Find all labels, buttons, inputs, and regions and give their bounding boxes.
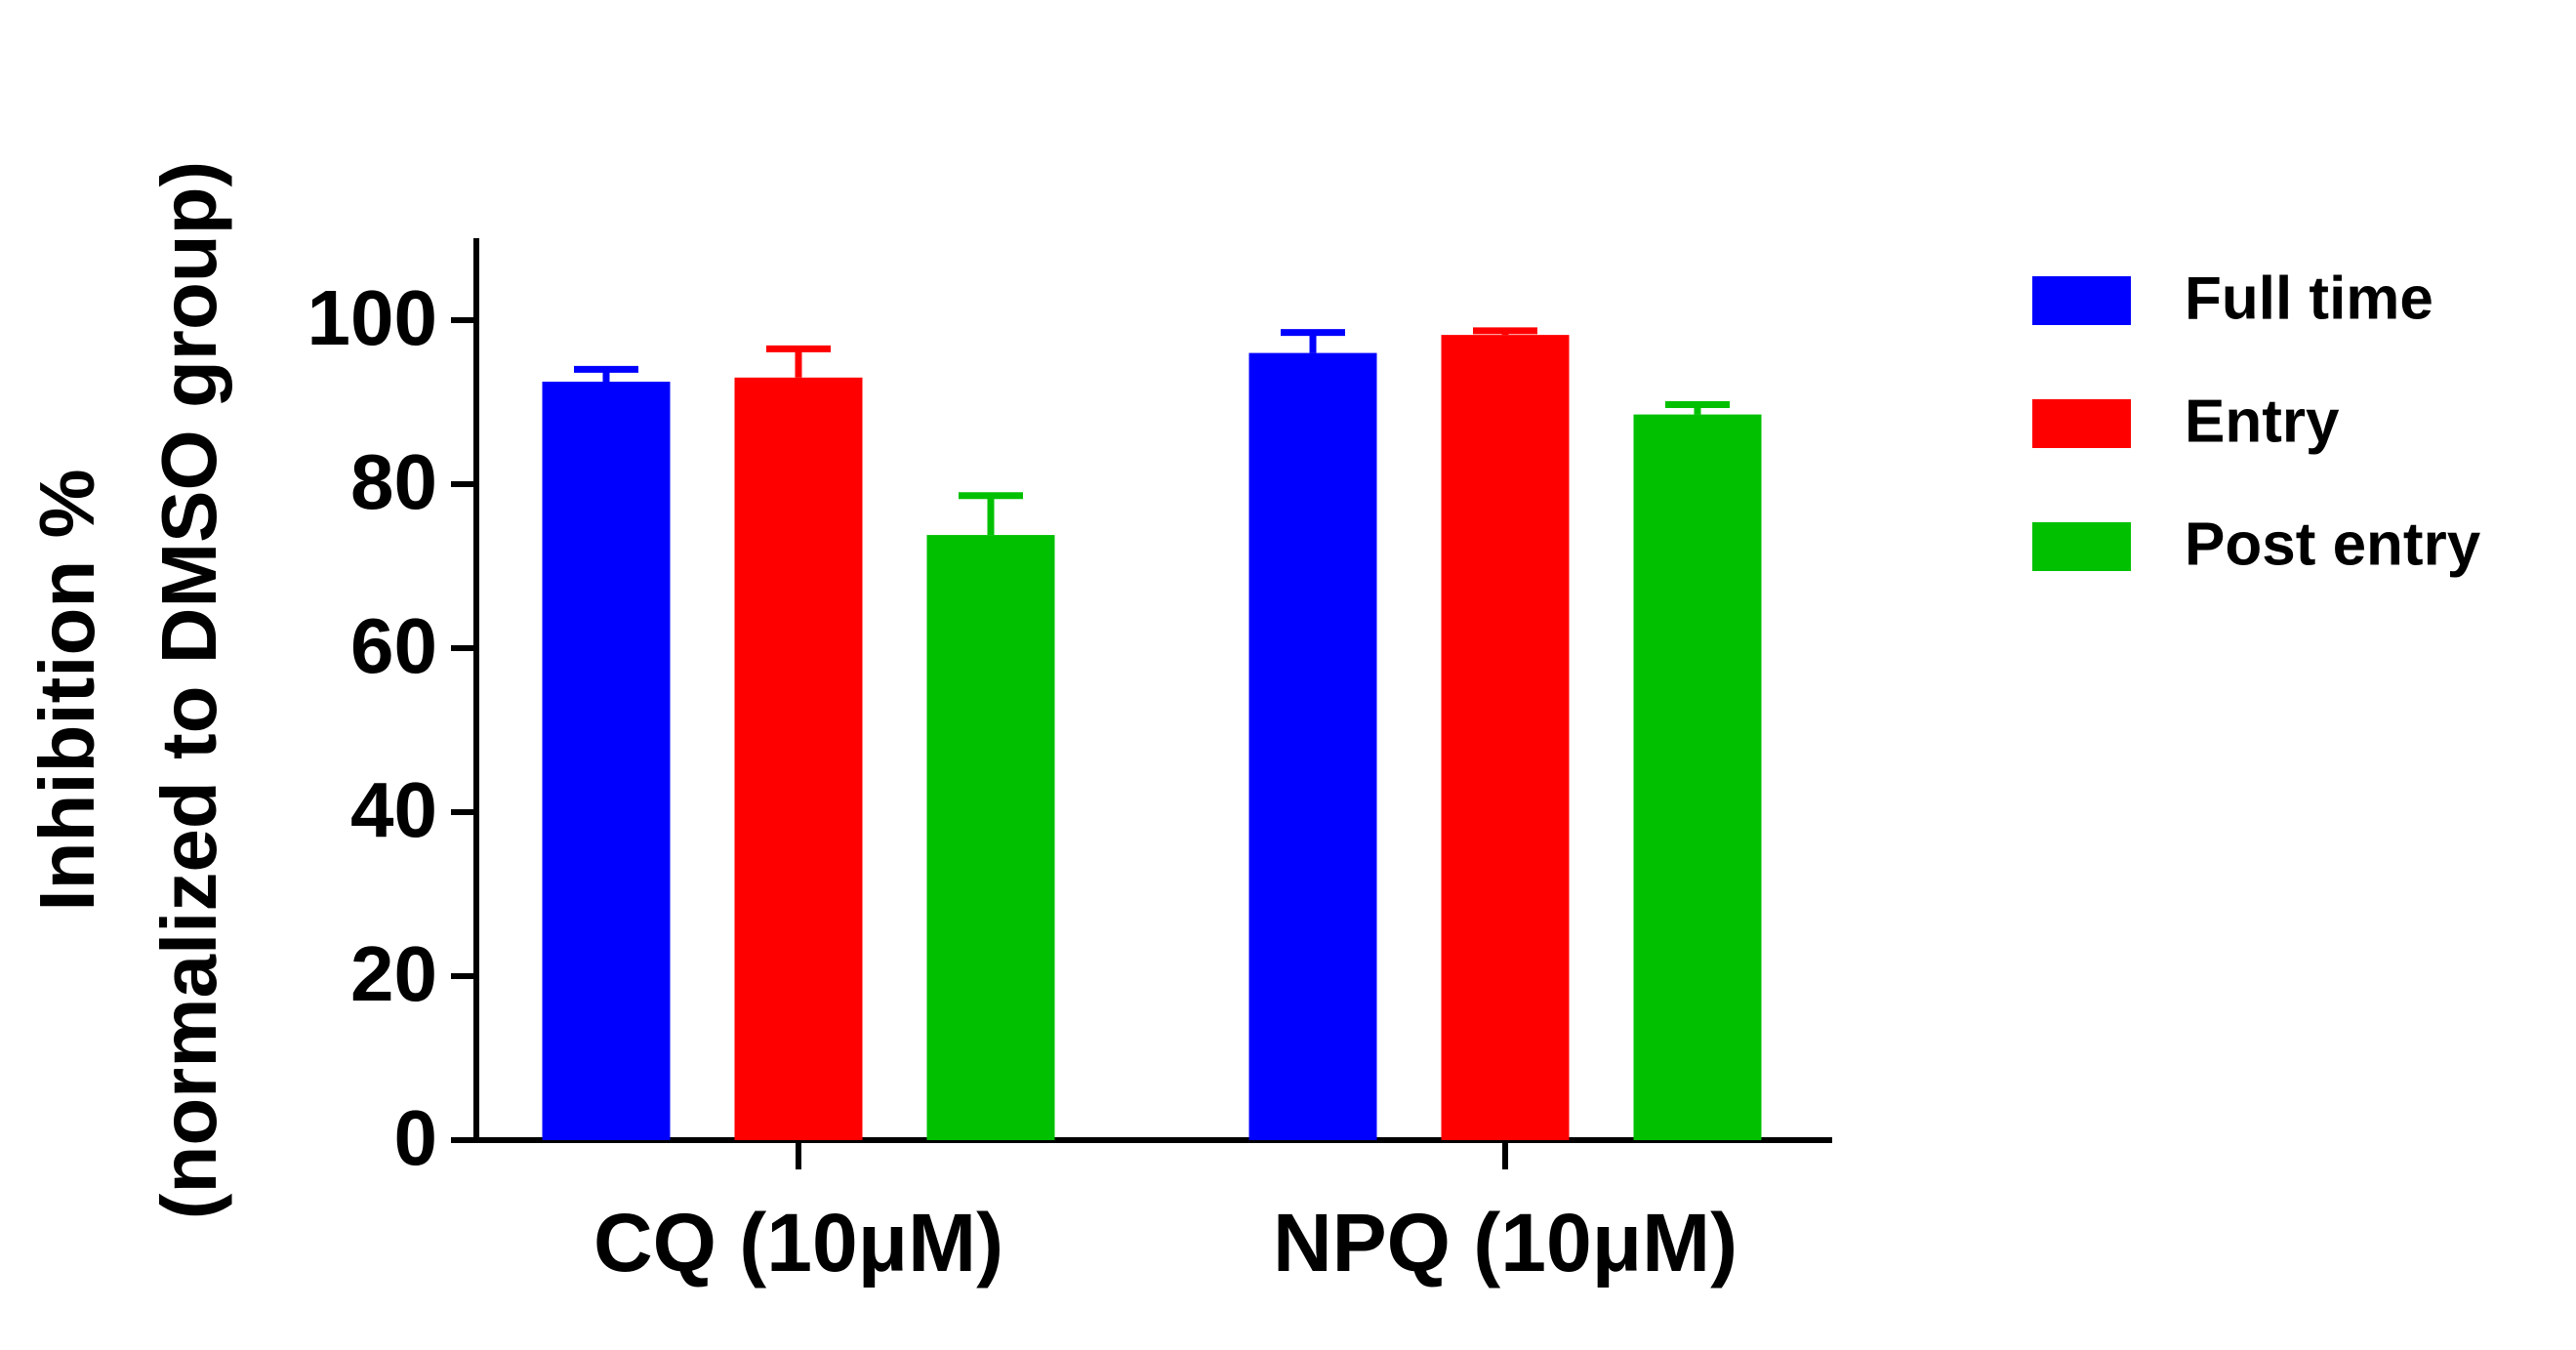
- x-tick-label: NPQ (10μM): [1273, 1197, 1738, 1289]
- legend-label: Post entry: [2185, 511, 2481, 578]
- legend-label: Full time: [2185, 265, 2433, 332]
- y-tick-label: 40: [350, 766, 437, 853]
- y-tick-label: 60: [350, 602, 437, 689]
- y-label-line: (normalized to DMSO group): [145, 161, 232, 1219]
- error-bar: [766, 345, 831, 378]
- y-tick-label: 20: [350, 930, 437, 1017]
- legend-swatch: [2032, 276, 2131, 325]
- bar: [1248, 352, 1377, 1141]
- bar: [1441, 335, 1570, 1140]
- bar: [542, 382, 671, 1140]
- y-tick-label: 80: [350, 438, 437, 525]
- error-bar: [1665, 401, 1730, 415]
- error-bar: [574, 365, 638, 382]
- y-axis-title: Inhibition % (normalized to DMSO group): [23, 161, 232, 1219]
- y-tick-label: 0: [394, 1094, 438, 1181]
- bar: [734, 377, 863, 1140]
- bar: [926, 535, 1055, 1140]
- legend-swatch: [2032, 399, 2131, 448]
- bar: [1633, 414, 1762, 1141]
- y-tick-label: 100: [307, 274, 437, 361]
- y-label-line: Inhibition %: [23, 469, 110, 911]
- error-bar: [959, 492, 1023, 536]
- x-tick-label: CQ (10μM): [593, 1197, 1003, 1289]
- error-bar: [1473, 327, 1537, 336]
- legend-swatch: [2032, 522, 2131, 571]
- legend-label: Entry: [2185, 388, 2340, 455]
- error-bar: [1281, 329, 1345, 353]
